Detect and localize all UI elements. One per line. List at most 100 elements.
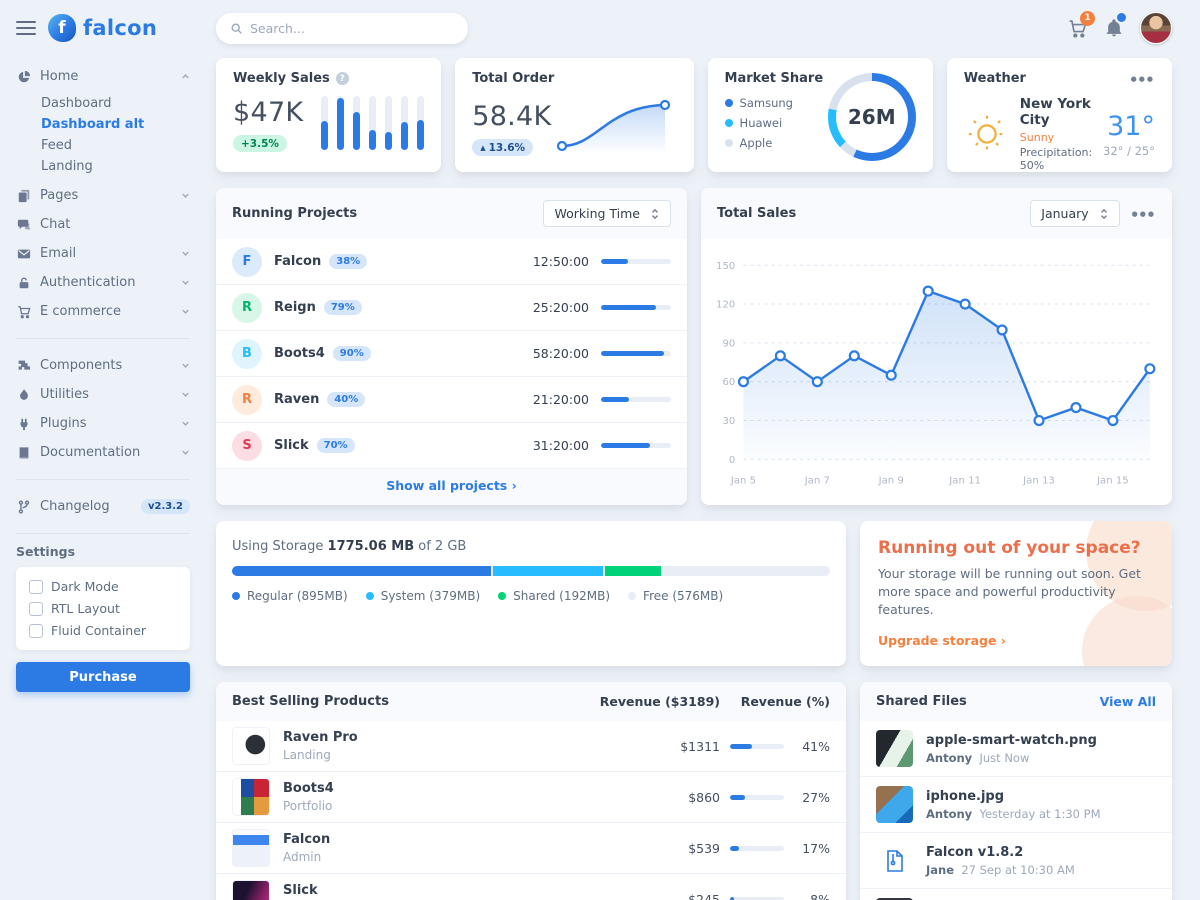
weekly-sales-value: $47K bbox=[233, 97, 304, 128]
view-all-link[interactable]: View All bbox=[1099, 694, 1156, 710]
hamburger-menu-icon[interactable] bbox=[16, 21, 36, 35]
product-name: Raven Pro bbox=[283, 730, 358, 746]
revenue-progress-bar bbox=[730, 845, 784, 851]
storage-legend-regular: Regular (895MB) bbox=[232, 589, 348, 603]
file-row-imac-jpg[interactable]: iMac.jpgRowen 23 Sep at 6:10 PM bbox=[860, 889, 1172, 900]
product-row-raven-pro[interactable]: Raven Pro Landing $1311 41% bbox=[216, 721, 846, 773]
setting-dark-mode[interactable]: Dark Mode bbox=[29, 579, 177, 594]
product-row-boots4[interactable]: Boots4 Portfolio $860 27% bbox=[216, 772, 846, 824]
upgrade-storage-link[interactable]: Upgrade storage › bbox=[878, 633, 1006, 649]
sidebar-item-landing[interactable]: Landing bbox=[41, 159, 93, 174]
sidebar-item-home[interactable]: Home bbox=[16, 62, 190, 91]
svg-text:60: 60 bbox=[722, 377, 735, 388]
product-revenue: $1311 bbox=[680, 738, 720, 754]
brand-logo[interactable]: f falcon bbox=[48, 14, 157, 42]
project-percent-badge: 38% bbox=[329, 254, 368, 269]
sidebar-item-dashboard-alt[interactable]: Dashboard alt bbox=[41, 117, 145, 132]
file-row-iphone-jpg[interactable]: iphone.jpg Antony Yesterday at 1:30 PM bbox=[860, 777, 1172, 834]
project-progress-bar bbox=[601, 305, 671, 310]
puzzle-icon bbox=[16, 358, 31, 373]
month-select[interactable]: January bbox=[1030, 200, 1120, 227]
up-caret-icon: ▲ bbox=[480, 143, 486, 152]
project-row-slick[interactable]: S Slick 70% 31:20:00 bbox=[216, 423, 687, 469]
product-name: Slick bbox=[283, 883, 318, 899]
sidebar-item-chat[interactable]: Chat bbox=[16, 210, 190, 239]
purchase-button[interactable]: Purchase bbox=[16, 662, 190, 692]
working-time-select[interactable]: Working Time bbox=[543, 200, 671, 227]
user-avatar[interactable] bbox=[1140, 12, 1172, 44]
project-row-boots4[interactable]: B Boots4 90% 58:20:00 bbox=[216, 331, 687, 377]
file-thumbnail bbox=[876, 730, 913, 768]
select-value: January bbox=[1041, 206, 1089, 221]
search-input[interactable] bbox=[250, 20, 454, 36]
setting-rtl-layout[interactable]: RTL Layout bbox=[29, 601, 177, 616]
sidebar-item-e-commerce[interactable]: E commerce bbox=[16, 297, 190, 326]
sidebar-item-feed[interactable]: Feed bbox=[41, 138, 73, 153]
total-order-value: 58.4K bbox=[472, 101, 552, 132]
file-row-apple-smart-watch-png[interactable]: apple-smart-watch.png Antony Just Now bbox=[860, 721, 1172, 778]
sidebar-submenu: Dashboard Dashboard alt Feed Landing bbox=[16, 91, 190, 181]
sidebar-item-label: Email bbox=[40, 246, 77, 261]
flame-icon bbox=[16, 387, 31, 402]
project-row-reign[interactable]: R Reign 79% 25:20:00 bbox=[216, 285, 687, 331]
sidebar-item-label: Utilities bbox=[40, 387, 89, 402]
dark-mode-checkbox[interactable] bbox=[29, 579, 43, 594]
product-name: Falcon bbox=[283, 832, 331, 848]
sidebar-item-components[interactable]: Components bbox=[16, 351, 190, 380]
search-box[interactable] bbox=[216, 12, 468, 44]
sun-icon bbox=[968, 115, 1006, 153]
ellipsis-menu-icon[interactable]: ●●● bbox=[1130, 74, 1155, 83]
sidebar-item-plugins[interactable]: Plugins bbox=[16, 409, 190, 438]
project-progress-bar bbox=[601, 443, 671, 448]
email-icon bbox=[16, 246, 31, 261]
brand-row: f falcon bbox=[16, 0, 190, 56]
project-time: 12:50:00 bbox=[532, 254, 589, 269]
market-share-value: 26M bbox=[847, 105, 896, 129]
ellipsis-menu-icon[interactable]: ●●● bbox=[1131, 209, 1156, 218]
sidebar-item-utilities[interactable]: Utilities bbox=[16, 380, 190, 409]
sidebar-item-label: Chat bbox=[40, 217, 71, 232]
sidebar-item-label: Plugins bbox=[40, 416, 87, 431]
project-name: Boots4 bbox=[274, 346, 325, 361]
show-all-projects-link[interactable]: Show all projects › bbox=[386, 478, 517, 493]
sidebar-item-email[interactable]: Email bbox=[16, 239, 190, 268]
help-icon[interactable]: ? bbox=[335, 72, 349, 85]
sidebar-nav: Home Dashboard Dashboard alt Feed Landing Pag… bbox=[16, 56, 190, 527]
revenue-pct-column-header: Revenue (%) bbox=[740, 694, 830, 710]
file-row-falcon-v1-8-2[interactable]: Falcon v1.8.2 Jane 27 Sep at 10:30 AM bbox=[860, 833, 1172, 890]
svg-text:Jan 9: Jan 9 bbox=[878, 476, 904, 487]
project-row-raven[interactable]: R Raven 40% 21:20:00 bbox=[216, 377, 687, 423]
project-time: 31:20:00 bbox=[532, 438, 589, 453]
divider bbox=[16, 338, 190, 339]
sidebar-item-changelog[interactable]: Changelog v2.3.2 bbox=[16, 492, 190, 521]
cart-button[interactable]: 1 bbox=[1067, 10, 1095, 39]
setting-fluid-container[interactable]: Fluid Container bbox=[29, 623, 177, 638]
cart-icon bbox=[16, 304, 31, 319]
weekly-sales-card: Weekly Sales ? $47K +3.5% bbox=[216, 58, 442, 172]
sidebar-item-authentication[interactable]: Authentication bbox=[16, 268, 190, 297]
total-order-badge: ▲ 13.6% bbox=[472, 139, 534, 156]
file-meta: Antony Just Now bbox=[926, 750, 1030, 765]
notifications-button[interactable] bbox=[1104, 13, 1126, 38]
project-row-falcon[interactable]: F Falcon 38% 12:50:00 bbox=[216, 239, 687, 285]
topbar: 1 bbox=[216, 0, 1172, 56]
version-badge: v2.3.2 bbox=[141, 499, 190, 514]
chevron-up-icon bbox=[182, 74, 189, 79]
cart-badge: 1 bbox=[1080, 10, 1095, 26]
storage-legend: Regular (895MB) System (379MB) Shared (192… bbox=[232, 589, 830, 603]
sidebar-item-documentation[interactable]: Documentation bbox=[16, 438, 190, 467]
product-row-falcon[interactable]: Falcon Admin $539 17% bbox=[216, 823, 846, 875]
sidebar-item-dashboard[interactable]: Dashboard bbox=[41, 96, 112, 111]
weekly-sales-bar bbox=[417, 96, 425, 150]
legend-item-samsung: Samsung bbox=[724, 96, 824, 110]
rtl-layout-checkbox[interactable] bbox=[29, 601, 43, 616]
sort-arrows-icon bbox=[1100, 208, 1107, 219]
sidebar-item-pages[interactable]: Pages bbox=[16, 181, 190, 210]
fluid-container-checkbox[interactable] bbox=[29, 623, 43, 638]
project-percent-badge: 70% bbox=[316, 438, 355, 453]
product-name: Boots4 bbox=[283, 781, 334, 797]
product-category: Landing bbox=[283, 748, 331, 763]
running-projects-footer: Show all projects › bbox=[216, 469, 687, 505]
project-time: 25:20:00 bbox=[532, 300, 589, 315]
